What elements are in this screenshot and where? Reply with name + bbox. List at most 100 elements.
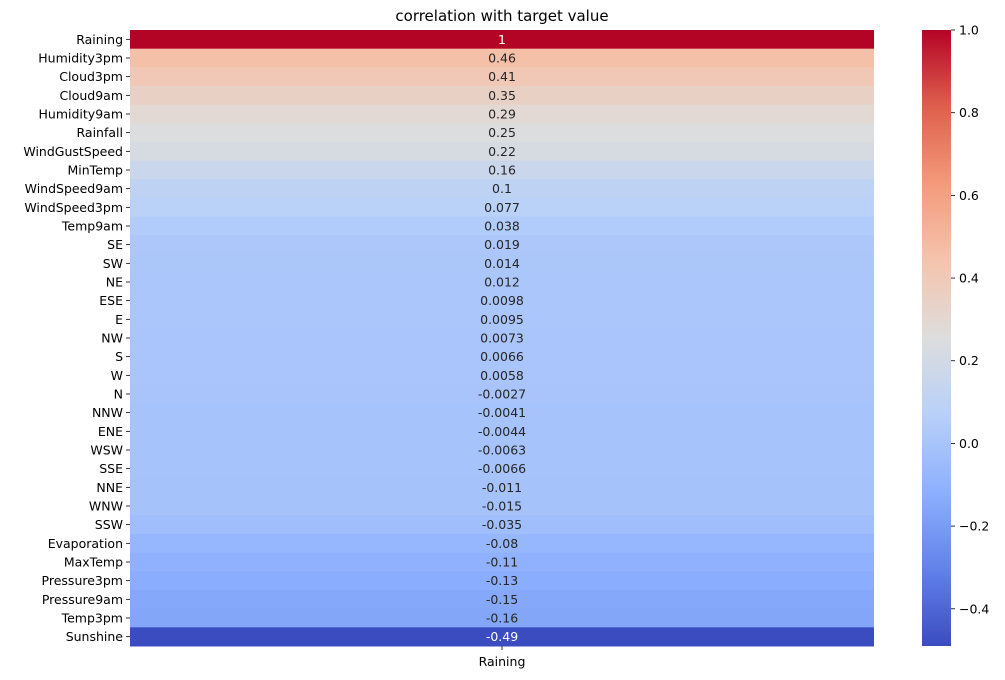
cell-annotation: 0.038 <box>484 219 520 234</box>
cell-annotation: -0.0027 <box>478 387 526 402</box>
cell-annotation: -0.49 <box>486 629 518 644</box>
colorbar-tick-label: 0.0 <box>959 436 979 451</box>
y-tick-label: MaxTemp <box>64 555 123 570</box>
cell-annotation: 0.35 <box>488 88 516 103</box>
heatmap-cell <box>130 254 874 274</box>
y-tick-label: Temp9am <box>61 219 123 234</box>
cell-annotation: 0.0095 <box>480 312 524 327</box>
cell-annotation: 0.019 <box>484 237 520 252</box>
y-tick-label: Humidity9am <box>39 107 123 122</box>
cell-annotation: 0.077 <box>484 200 520 215</box>
cell-annotation: -0.16 <box>486 611 518 626</box>
colorbar-tick-label: 0.6 <box>959 188 979 203</box>
heatmap-cell <box>130 608 874 628</box>
heatmap-cell <box>130 142 874 162</box>
heatmap-cell <box>130 515 874 535</box>
heatmap-cell <box>130 534 874 554</box>
heatmap-cell <box>130 30 874 50</box>
cell-annotation: 0.41 <box>488 69 516 84</box>
y-tick-label: WindGustSpeed <box>23 144 123 159</box>
heatmap-cell <box>130 366 874 386</box>
y-tick-label: ESE <box>99 293 123 308</box>
y-tick-label: NE <box>106 275 123 290</box>
x-axis: Raining <box>479 646 526 669</box>
y-tick-label: Cloud3pm <box>59 69 123 84</box>
colorbar-tick-label: 1.0 <box>959 23 979 38</box>
cell-annotation: 0.1 <box>492 181 512 196</box>
cell-annotation: -0.0044 <box>478 424 526 439</box>
heatmap-cell <box>130 590 874 610</box>
cell-annotation: 0.25 <box>488 125 516 140</box>
y-tick-label: Pressure9am <box>42 592 123 607</box>
colorbar: 1.0 0.8 0.6 0.4 0.2 0.0 −0.2 −0.4 <box>922 23 989 646</box>
y-tick-label: Raining <box>76 32 123 47</box>
heatmap-cell <box>130 496 874 516</box>
heatmap-cell <box>130 384 874 404</box>
y-tick-label: Temp3pm <box>61 611 123 626</box>
x-tick-label: Raining <box>479 654 526 669</box>
cell-annotation: 1 <box>498 32 506 47</box>
colorbar-tick-label: −0.4 <box>959 601 989 616</box>
heatmap-cell <box>130 403 874 423</box>
heatmap-cell <box>130 123 874 143</box>
cell-annotation: -0.0063 <box>478 443 526 458</box>
heatmap-cell <box>130 216 874 236</box>
y-tick-label: WindSpeed3pm <box>24 200 123 215</box>
cell-annotation: -0.015 <box>482 499 522 514</box>
heatmap-cell <box>130 272 874 292</box>
heatmap-cell <box>130 235 874 255</box>
heatmap-cells <box>130 30 874 647</box>
y-tick-label: SSE <box>99 461 123 476</box>
heatmap-cell <box>130 86 874 106</box>
y-tick-label: ENE <box>98 424 123 439</box>
y-tick-label: Cloud9am <box>60 88 124 103</box>
cell-annotation: -0.0041 <box>478 405 526 420</box>
colorbar-tick-label: 0.2 <box>959 353 979 368</box>
cell-annotation: -0.15 <box>486 592 518 607</box>
y-tick-label: Sunshine <box>66 629 124 644</box>
heatmap-cell <box>130 347 874 367</box>
colorbar-tick-label: 0.4 <box>959 271 979 286</box>
heatmap-cell <box>130 552 874 572</box>
cell-annotation: -0.11 <box>486 555 518 570</box>
y-tick-label: SW <box>103 256 123 271</box>
heatmap-cell <box>130 198 874 218</box>
heatmap-cell <box>130 160 874 180</box>
heatmap-cell <box>130 571 874 591</box>
y-tick-label: NNW <box>92 405 123 420</box>
heatmap-cell <box>130 48 874 68</box>
y-tick-label: WNW <box>89 499 123 514</box>
cell-annotation: -0.13 <box>486 573 518 588</box>
cell-annotations: 1 0.46 0.41 0.35 0.29 0.25 0.22 0.16 0.1 0.077 0.0… <box>478 32 526 644</box>
colorbar-tick-label: 0.8 <box>959 105 979 120</box>
y-tick-label: N <box>114 387 123 402</box>
y-tick-label: NNE <box>96 480 123 495</box>
heatmap-cell <box>130 104 874 124</box>
heatmap-cell <box>130 67 874 87</box>
y-tick-label: NW <box>101 331 123 346</box>
y-tick-label: SE <box>107 237 123 252</box>
heatmap-cell <box>130 179 874 199</box>
cell-annotation: -0.011 <box>482 480 522 495</box>
y-tick-label: W <box>111 368 123 383</box>
cell-annotation: 0.014 <box>484 256 520 271</box>
cell-annotation: -0.035 <box>482 517 522 532</box>
heatmap-cell <box>130 291 874 311</box>
cell-annotation: 0.16 <box>488 163 516 178</box>
y-tick-label: WSW <box>90 443 123 458</box>
y-tick-label: SSW <box>95 517 123 532</box>
chart-title: correlation with target value <box>395 7 609 25</box>
y-tick-label: Rainfall <box>77 125 123 140</box>
heatmap-cell <box>130 328 874 348</box>
y-tick-label: E <box>115 312 123 327</box>
cell-annotation: 0.0098 <box>480 293 524 308</box>
colorbar-gradient <box>922 30 951 646</box>
heatmap-cell <box>130 459 874 479</box>
y-tick-label: Pressure3pm <box>42 573 123 588</box>
cell-annotation: 0.0058 <box>480 368 524 383</box>
y-tick-label: WindSpeed9am <box>25 181 123 196</box>
cell-annotation: 0.0073 <box>480 331 524 346</box>
heatmap-cell <box>130 310 874 330</box>
y-tick-label: Evaporation <box>48 536 123 551</box>
